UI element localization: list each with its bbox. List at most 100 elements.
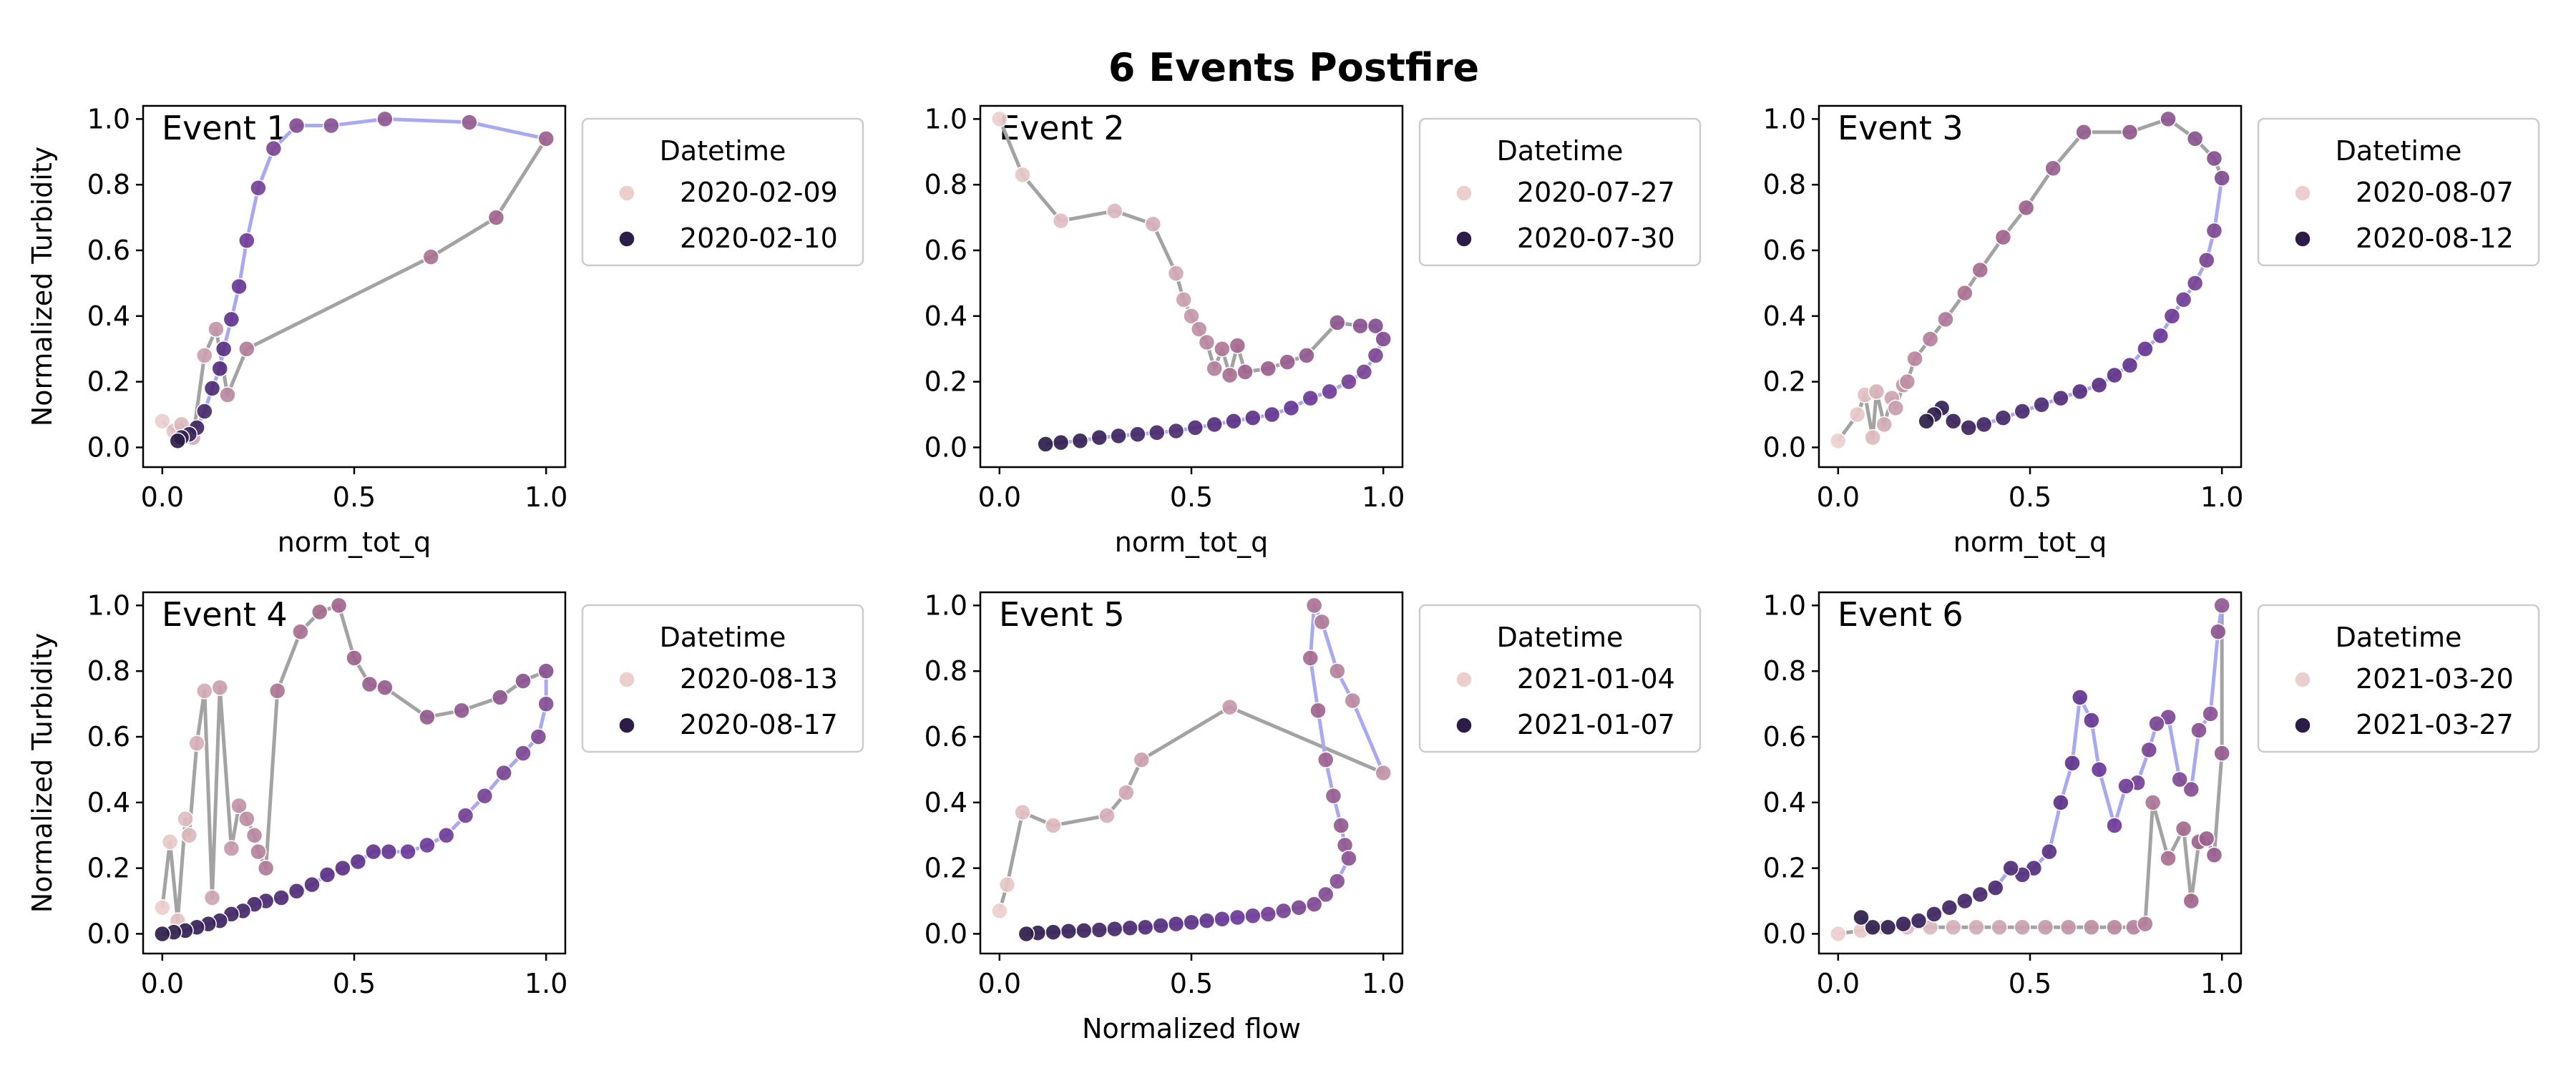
data-point <box>1214 340 1231 358</box>
data-point <box>1309 702 1327 720</box>
y-tick-label: 0.4 <box>87 787 130 818</box>
data-point <box>2083 918 2100 936</box>
data-point <box>257 859 275 877</box>
y-tick-label: 0.8 <box>1763 655 1806 687</box>
data-point <box>215 340 233 358</box>
legend-label: 2020-08-13 <box>680 663 838 695</box>
y-tick-label: 0.8 <box>924 655 967 687</box>
y-tick-label: 0.8 <box>87 655 130 687</box>
legend-box <box>581 604 864 753</box>
data-point <box>1274 902 1292 920</box>
data-point <box>419 708 436 726</box>
y-tick-label: 0.0 <box>1763 431 1806 463</box>
data-point <box>422 248 440 265</box>
data-point <box>2171 770 2188 788</box>
legend-marker <box>618 717 635 734</box>
legend-title: Datetime <box>2336 135 2462 167</box>
data-point <box>2140 741 2158 759</box>
data-point <box>457 807 474 824</box>
data-point <box>1941 898 1958 916</box>
data-point <box>2210 623 2227 640</box>
data-point <box>2014 403 2031 420</box>
data-point <box>2175 820 2192 838</box>
y-tick-label: 0.2 <box>924 853 967 884</box>
data-point <box>1313 613 1331 631</box>
legend-marker <box>618 230 635 248</box>
legend-title: Datetime <box>2336 622 2462 653</box>
data-point <box>2197 252 2215 269</box>
data-point <box>1091 921 1108 939</box>
data-point <box>2002 859 2019 877</box>
data-point <box>1875 416 1893 433</box>
legend-label: 2020-02-09 <box>680 177 838 208</box>
legend-marker <box>1455 717 1473 734</box>
y-tick-label: 0.6 <box>87 721 130 753</box>
x-tick-label: 0.5 <box>1170 968 1213 999</box>
data-point <box>1305 597 1323 614</box>
data-point <box>1214 911 1231 928</box>
data-point <box>2106 366 2123 384</box>
data-point <box>161 833 179 851</box>
data-point <box>2117 778 2135 795</box>
data-point <box>2137 915 2154 933</box>
data-point <box>991 110 1008 128</box>
data-point <box>2144 794 2162 811</box>
legend-title: Datetime <box>1497 622 1624 653</box>
data-point <box>223 310 240 328</box>
data-point <box>514 672 532 690</box>
data-point <box>1910 912 1928 929</box>
data-point <box>2205 846 2223 864</box>
x-tick-label: 1.0 <box>2200 968 2243 999</box>
x-tick-label: 1.0 <box>1362 481 1405 513</box>
panel-title: Event 5 <box>999 595 1125 634</box>
x-tick-label: 0.0 <box>141 968 184 999</box>
data-point <box>1045 923 1062 941</box>
data-point <box>230 278 248 295</box>
y-tick-label: 1.0 <box>87 589 130 621</box>
data-point <box>1956 284 1974 302</box>
data-point <box>2052 794 2069 811</box>
data-point <box>1121 919 1138 936</box>
legend-box <box>1418 117 1702 267</box>
data-point <box>2044 160 2062 177</box>
data-point <box>1937 310 1954 328</box>
y-tick-label: 0.6 <box>924 721 967 753</box>
data-point <box>2059 918 2077 936</box>
data-point <box>998 876 1016 893</box>
data-point <box>1918 412 1935 430</box>
data-point <box>1375 330 1392 348</box>
data-point <box>1018 925 1035 943</box>
x-tick-label: 0.0 <box>1817 481 1860 513</box>
data-point <box>1014 166 1031 184</box>
data-point <box>1014 803 1031 821</box>
data-point <box>2213 170 2230 187</box>
legend-label: 2020-08-07 <box>2356 177 2514 208</box>
data-point <box>380 843 398 861</box>
legend: Datetime 2020-07-27 2020-07-30 <box>1418 117 1702 267</box>
y-tick-label: 0.6 <box>1763 721 1806 753</box>
data-point <box>991 902 1008 920</box>
data-point <box>2075 123 2092 141</box>
legend-title: Datetime <box>660 622 786 653</box>
data-point <box>1971 886 1989 903</box>
data-point <box>1986 879 2004 896</box>
data-point <box>376 679 394 696</box>
series-path-falling <box>1838 605 2224 936</box>
data-point <box>349 853 367 871</box>
figure-title: 6 Events Postfire <box>1108 45 1479 90</box>
data-point <box>292 623 309 640</box>
data-point <box>2163 308 2181 325</box>
data-point <box>1324 787 1342 805</box>
data-point <box>1329 662 1346 680</box>
legend-box <box>2257 604 2540 753</box>
panel-title: Event 3 <box>1838 109 1963 147</box>
data-point <box>1263 406 1281 423</box>
y-axis-label: Normalized Turbidity <box>26 147 58 426</box>
data-point <box>1221 698 1239 716</box>
x-axis-label: Normalized flow <box>1082 1013 1301 1044</box>
legend-label: 2021-01-04 <box>1517 663 1675 695</box>
data-point <box>2106 817 2123 834</box>
legend-label: 2020-02-10 <box>680 222 838 254</box>
data-point <box>1971 261 1989 279</box>
